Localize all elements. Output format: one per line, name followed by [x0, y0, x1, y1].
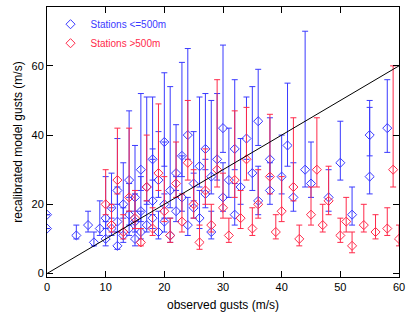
svg-text:60: 60	[32, 60, 44, 72]
svg-text:30: 30	[217, 281, 229, 293]
svg-text:0: 0	[44, 281, 50, 293]
svg-text:10: 10	[100, 281, 112, 293]
svg-text:20: 20	[158, 281, 170, 293]
svg-text:Stations >500m: Stations >500m	[91, 38, 161, 49]
svg-text:40: 40	[276, 281, 288, 293]
svg-text:recalibrated model gusts (m/s): recalibrated model gusts (m/s)	[11, 61, 25, 222]
svg-text:40: 40	[32, 129, 44, 141]
svg-text:20: 20	[32, 198, 44, 210]
svg-text:50: 50	[334, 281, 346, 293]
svg-text:60: 60	[393, 281, 405, 293]
svg-text:0: 0	[38, 267, 44, 279]
svg-text:Stations <=500m: Stations <=500m	[91, 19, 167, 30]
svg-text:observed gusts (m/s): observed gusts (m/s)	[167, 298, 279, 312]
